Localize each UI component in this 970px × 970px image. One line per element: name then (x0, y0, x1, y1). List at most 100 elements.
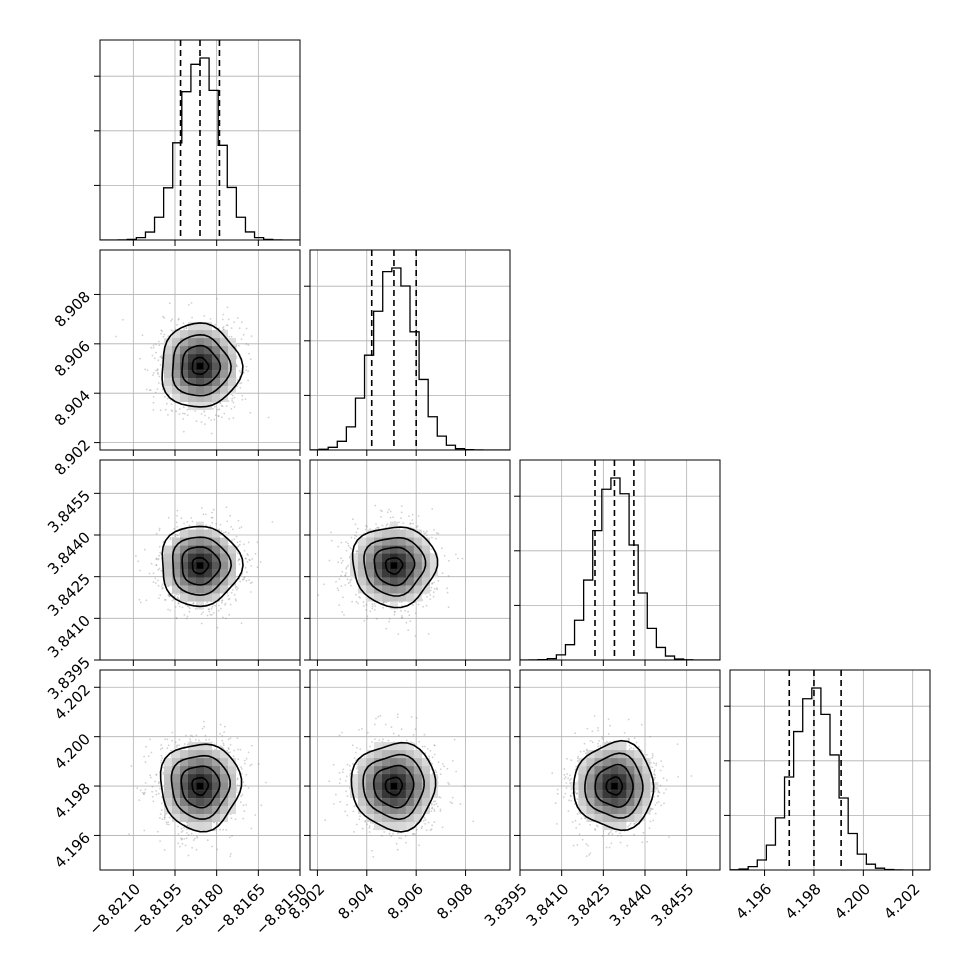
density-cell (373, 593, 382, 602)
sample-point (204, 513, 207, 516)
sample-point (222, 616, 224, 619)
sample-point (246, 553, 249, 555)
contour-3 (191, 356, 210, 375)
sample-point (238, 369, 241, 372)
density-cell (397, 585, 406, 594)
panel-frame (99, 459, 301, 661)
sample-point (175, 410, 178, 413)
sample-point (425, 604, 428, 607)
density-cell (172, 338, 180, 347)
density-cell (357, 569, 366, 578)
sample-point (416, 525, 419, 528)
sample-point (232, 401, 235, 404)
sample-point (185, 601, 187, 604)
density-cell (188, 537, 196, 546)
sample-point (259, 561, 262, 563)
sample-point (435, 537, 437, 540)
sample-point (349, 579, 352, 581)
sample-point (371, 605, 374, 608)
sample-point (202, 513, 205, 516)
sample-point (176, 526, 179, 528)
sample-point (242, 372, 245, 374)
density-cell (204, 537, 212, 546)
density-cell (421, 569, 430, 578)
sample-point (236, 587, 239, 589)
sample-point (337, 589, 340, 592)
sample-point (214, 414, 217, 416)
sample-point (182, 418, 185, 420)
sample-point (247, 554, 249, 557)
density-cell (365, 569, 374, 578)
sample-point (231, 539, 234, 541)
density-cell (204, 593, 212, 602)
sample-point (393, 611, 396, 613)
sample-point (241, 398, 244, 401)
sample-point (206, 614, 209, 617)
density-cell (220, 354, 228, 363)
sample-point (245, 365, 248, 368)
sample-point (226, 324, 229, 327)
sample-point (152, 401, 155, 404)
sample-point (233, 538, 236, 541)
sample-point (353, 537, 356, 540)
density-cell (212, 561, 220, 570)
sample-point (337, 561, 340, 564)
contour-0 (161, 525, 244, 608)
sample-point (209, 613, 212, 616)
sample-point (381, 510, 383, 513)
sample-point (240, 622, 243, 625)
sample-point (381, 524, 384, 527)
sample-point (204, 414, 206, 417)
sample-point (431, 583, 433, 585)
sample-point (382, 606, 384, 609)
sample-point (157, 782, 160, 785)
sample-point (402, 522, 405, 524)
density-cell (188, 330, 196, 339)
sample-point (379, 509, 382, 512)
sample-point (161, 357, 164, 359)
density-cell (164, 561, 172, 570)
sample-point (349, 546, 351, 549)
density-cell (381, 569, 390, 578)
sample-point (216, 297, 218, 300)
density-cell (220, 577, 228, 586)
sample-point (175, 617, 178, 619)
sample-point (371, 603, 374, 605)
sample-point (165, 402, 168, 405)
sample-point (225, 324, 228, 327)
sample-point (121, 318, 124, 321)
density-cell (164, 386, 172, 395)
sample-point (145, 745, 147, 748)
sample-point (357, 602, 359, 605)
density-cell (389, 537, 398, 546)
density-cell (196, 593, 204, 602)
density-cell (172, 386, 180, 395)
sample-point (247, 344, 250, 346)
sample-point (245, 343, 248, 345)
sample-point (345, 549, 348, 552)
sample-point (431, 536, 433, 539)
sample-point (250, 335, 253, 337)
density-cell (180, 394, 188, 403)
sample-point (229, 737, 232, 740)
sample-point (186, 414, 189, 416)
density-cell (228, 346, 236, 355)
sample-point (222, 313, 225, 316)
density-cell (172, 394, 180, 403)
sample-point (237, 519, 240, 522)
sample-point (239, 382, 241, 385)
sample-point (369, 528, 371, 530)
sample-point (183, 614, 186, 616)
density-cell (188, 370, 196, 379)
sample-point (152, 372, 155, 374)
sample-point (243, 549, 246, 552)
sample-point (166, 823, 168, 826)
density-cell (164, 346, 172, 355)
sample-point (344, 574, 347, 576)
sample-point (208, 608, 211, 611)
density-cell (373, 561, 382, 570)
density-cell (172, 585, 180, 594)
sample-point (162, 766, 165, 769)
sample-point (223, 412, 226, 415)
sample-point (171, 318, 174, 321)
